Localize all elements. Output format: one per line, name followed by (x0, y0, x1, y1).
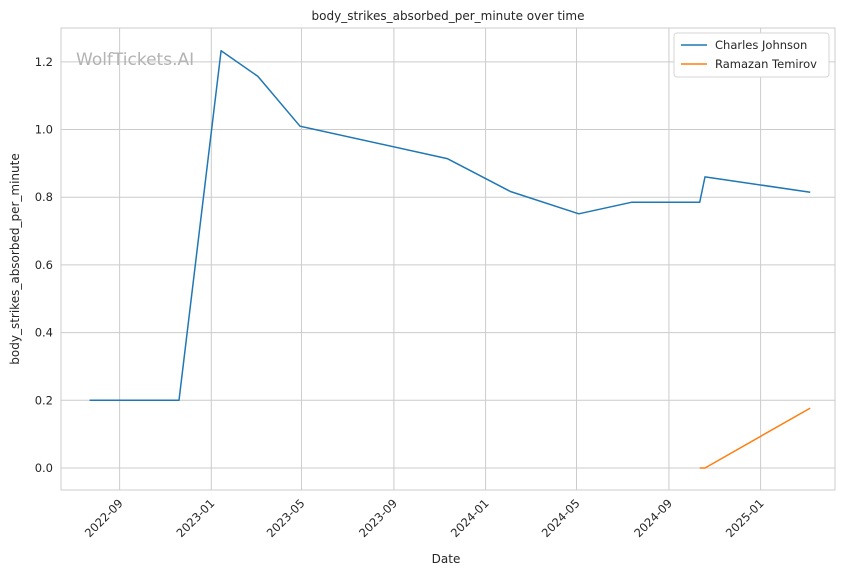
x-tick-label: 2023-09 (356, 496, 400, 540)
legend: Charles Johnson Ramazan Temirov (673, 32, 830, 78)
x-tick-label: 2024-05 (539, 496, 583, 540)
y-tick-label: 0.0 (35, 461, 53, 475)
series-line-charles-johnson (89, 49, 811, 402)
x-tick-label: 2022-09 (82, 496, 126, 540)
legend-label-charles-johnson: Charles Johnson (715, 38, 807, 52)
legend-box (673, 32, 830, 78)
chart-title: body_strikes_absorbed_per_minute over ti… (312, 9, 585, 23)
x-gridlines (119, 28, 762, 490)
y-axis-ticks: 0.0 0.2 0.4 0.6 0.8 1.0 1.2 (35, 55, 53, 475)
series-layer (89, 49, 811, 469)
x-tick-label: 2024-01 (448, 496, 492, 540)
y-tick-label: 1.2 (35, 55, 53, 69)
y-tick-label: 0.6 (35, 258, 53, 272)
x-axis-ticks: 2022-09 2023-01 2023-05 2023-09 2024-01 2024-… (82, 496, 767, 540)
watermark: WolfTickets.AI (76, 50, 194, 70)
x-tick-label: 2025-01 (723, 496, 767, 540)
y-tick-label: 1.0 (35, 123, 53, 137)
y-gridlines (61, 61, 835, 469)
y-tick-label: 0.8 (35, 190, 53, 204)
y-tick-label: 0.2 (35, 393, 53, 407)
legend-label-ramazan-temirov: Ramazan Temirov (715, 57, 817, 71)
x-axis-label: Date (432, 552, 461, 566)
y-axis-label: body_strikes_absorbed_per_minute (8, 153, 22, 364)
x-tick-label: 2023-01 (174, 496, 218, 540)
y-tick-label: 0.4 (35, 326, 53, 340)
x-tick-label: 2024-09 (631, 496, 675, 540)
x-tick-label: 2023-05 (264, 496, 308, 540)
plot-area (60, 27, 836, 491)
